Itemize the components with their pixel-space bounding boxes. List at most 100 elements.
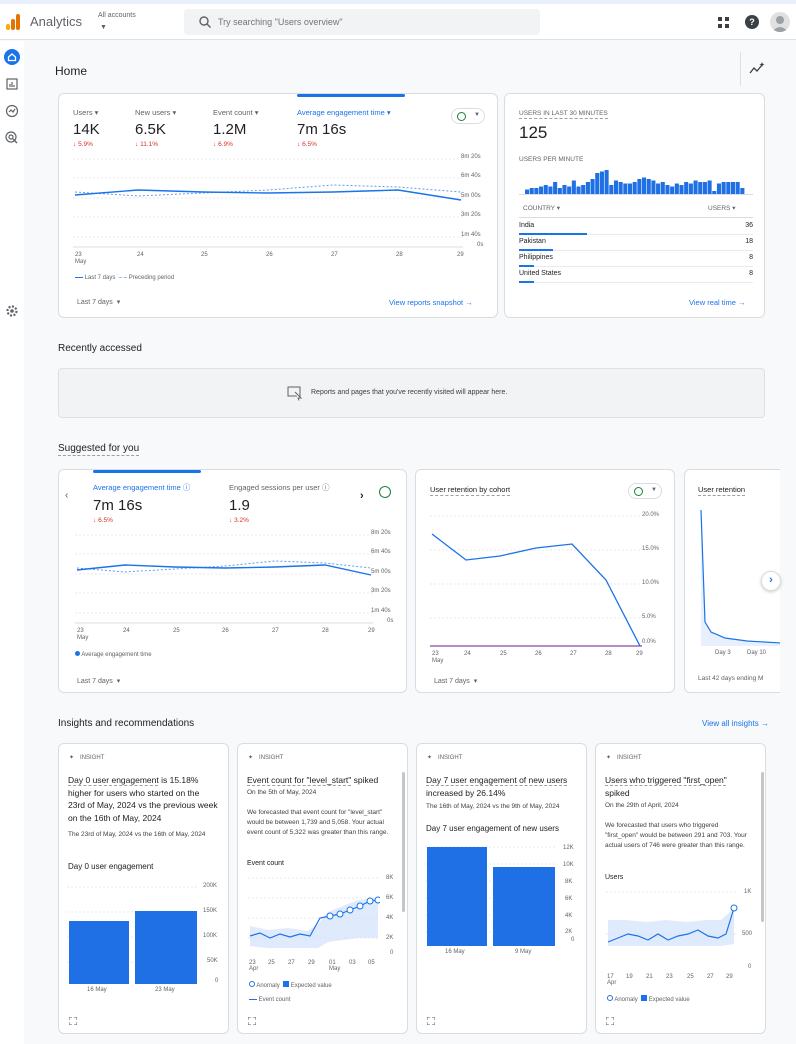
expand-icon[interactable]: [69, 1017, 77, 1025]
carousel-next-button[interactable]: ›: [761, 571, 781, 591]
suggested-engagement-card: ‹ Average engagement time ⓘ 7m 16s ↓ 6.5…: [58, 469, 407, 693]
metric-avg-engagement[interactable]: Average engagement time ⓘ 7m 16s ↓ 6.5%: [93, 483, 191, 524]
x-tick: 26: [535, 651, 542, 657]
x-tick: 23: [75, 252, 82, 258]
insight-headline: Event count for "level_start" spiked: [247, 775, 379, 785]
y-tick: 50K: [207, 958, 218, 964]
y-tick: 8m 20s: [371, 530, 391, 536]
insight-tag: ✦ INSIGHT: [69, 755, 105, 761]
user-avatar-icon: [772, 16, 788, 32]
link-label: View all insights: [702, 719, 759, 728]
per-minute-bar: [688, 183, 693, 194]
x-tick: 19: [626, 974, 633, 980]
country-row[interactable]: India 36: [519, 219, 753, 235]
metric-event-count[interactable]: Event count ▾ 1.2M ↓ 6.9%: [213, 108, 259, 148]
y-tick: 6m 40s: [371, 549, 391, 555]
per-minute-bar: [543, 185, 548, 194]
metric-value: 7m 16s: [93, 497, 143, 514]
view-all-insights-link[interactable]: View all insights →: [702, 719, 770, 728]
per-minute-bar: [618, 182, 623, 194]
scrollbar[interactable]: [402, 772, 405, 912]
insight-card[interactable]: ✦ INSIGHT Day 0 user engagement is 15.18%…: [58, 743, 229, 1034]
caret-down-icon: ▼: [474, 112, 480, 118]
y-tick: 0.0%: [642, 639, 656, 645]
carousel-prev-icon[interactable]: ‹: [65, 490, 69, 501]
check-circle-icon[interactable]: [379, 486, 391, 498]
country-name: India: [519, 222, 535, 229]
insight-card[interactable]: ✦ INSIGHT Users who triggered "first_open…: [595, 743, 766, 1034]
expand-icon[interactable]: [248, 1017, 256, 1025]
advertising-icon[interactable]: [4, 130, 20, 146]
help-icon[interactable]: ?: [745, 15, 759, 29]
insight-card[interactable]: ✦ INSIGHT Day 7 user engagement of new us…: [416, 743, 587, 1034]
metric-label: Event count: [213, 108, 253, 117]
anomaly-point: [374, 896, 380, 904]
x-tick: Day 10: [747, 650, 767, 656]
reports-icon[interactable]: [4, 76, 20, 92]
metric-avg-engagement[interactable]: Average engagement time ▾ 7m 16s ↓ 6.5%: [297, 108, 391, 148]
expected-range-band: [608, 908, 734, 946]
y-tick: 200K: [203, 883, 218, 889]
metric-new-users[interactable]: New users ▾ 6.5K ↓ 11.1%: [135, 108, 177, 148]
y-tick: 0: [390, 950, 394, 956]
admin-gear-icon[interactable]: [4, 303, 20, 319]
country-users: 18: [745, 238, 753, 245]
view-real-time-link[interactable]: View real time →: [689, 298, 746, 307]
compare-toggle[interactable]: ▼: [628, 483, 662, 499]
expand-icon[interactable]: [427, 1017, 435, 1025]
x-tick: 25: [268, 960, 275, 966]
insight-tag: ✦ INSIGHT: [248, 755, 284, 761]
insight-card[interactable]: ✦ INSIGHT Event count for "level_start" s…: [237, 743, 408, 1034]
recently-accessed-title: Recently accessed: [58, 343, 142, 354]
y-tick: 0: [215, 978, 219, 984]
analytics-logo-icon[interactable]: [6, 14, 22, 30]
date-range-selector[interactable]: Last 7 days ▾: [77, 678, 121, 685]
metric-users[interactable]: Users ▾ 14K ↓ 5.9%: [73, 108, 100, 148]
bar-16-may: [69, 921, 129, 984]
legend-series: Event count: [249, 997, 290, 1003]
date-range-selector[interactable]: Last 7 days ▾: [434, 678, 478, 685]
y-tick: 1m 40s: [371, 608, 391, 614]
avatar[interactable]: [770, 12, 790, 32]
y-tick: 0s: [477, 242, 484, 248]
explore-icon[interactable]: [4, 103, 20, 119]
per-minute-bar: [548, 186, 553, 194]
per-minute-bar: [702, 182, 707, 194]
search-box[interactable]: [184, 9, 540, 35]
scrollbar[interactable]: [761, 772, 764, 922]
column-header-users[interactable]: USERS ▾: [708, 205, 736, 212]
x-tick: 27: [288, 960, 295, 966]
metric-change: 11.1%: [140, 141, 159, 148]
home-icon[interactable]: [4, 49, 20, 65]
share-bar: [519, 281, 534, 283]
country-row[interactable]: Philippines 8: [519, 251, 753, 267]
retention-decay-line: [700, 510, 780, 644]
sparkle-icon: ✦: [248, 755, 254, 761]
search-icon: [199, 16, 211, 28]
date-range-selector[interactable]: Last 7 days ▾: [77, 299, 121, 306]
apps-grid-icon[interactable]: [718, 17, 730, 29]
per-minute-bar: [707, 180, 712, 194]
legend-previous: Preceding period: [128, 275, 175, 281]
x-tick: 29: [368, 628, 375, 634]
expand-icon[interactable]: [606, 1017, 614, 1025]
legend: Anomaly Expected value: [249, 981, 332, 989]
x-month: Apr: [249, 966, 259, 972]
column-header-country[interactable]: COUNTRY ▾: [523, 205, 560, 212]
metric-engaged-sessions[interactable]: Engaged sessions per user ⓘ 1.9 ↓ 3.2%: [229, 483, 330, 524]
insights-sparkle-icon[interactable]: [748, 60, 766, 78]
caret-down-icon[interactable]: ▼: [100, 24, 107, 31]
per-minute-bar: [740, 188, 745, 194]
country-row[interactable]: United States 8: [519, 267, 753, 283]
carousel-next-icon[interactable]: ›: [360, 490, 364, 502]
per-minute-bar: [721, 182, 726, 194]
y-tick: 1m 40s: [461, 232, 481, 238]
compare-toggle[interactable]: ▼: [451, 108, 485, 124]
x-tick: 27: [570, 651, 577, 657]
country-row[interactable]: Pakistan 18: [519, 235, 753, 251]
view-reports-snapshot-link[interactable]: View reports snapshot →: [389, 298, 473, 307]
search-input[interactable]: [218, 13, 518, 31]
account-selector-label[interactable]: All accounts: [98, 12, 136, 19]
users-per-minute-bar-chart: [525, 170, 745, 194]
y-tick: 3m 20s: [461, 212, 481, 218]
